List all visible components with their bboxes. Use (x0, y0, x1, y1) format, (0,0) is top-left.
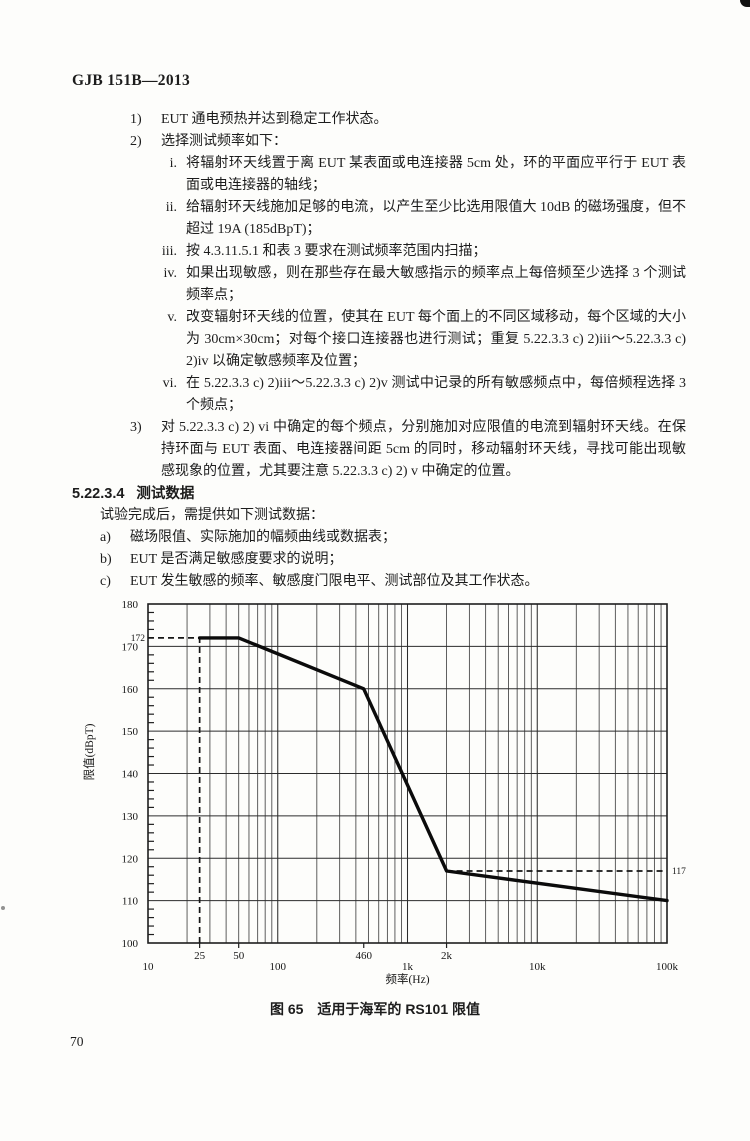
svg-text:130: 130 (122, 811, 139, 823)
list-text: 给辐射环天线施加足够的电流，以产生至少比选用限值大 10dB 的磁场强度，但不超… (186, 200, 686, 237)
standard-number-header: GJB 151B—2013 (72, 72, 191, 89)
svg-text:10k: 10k (529, 961, 546, 973)
figure-caption: 图 65 适用于海军的 RS101 限值 (269, 1001, 481, 1017)
list-marker: v. (167, 310, 177, 325)
rs101-limit-chart: 100 110 120 130 140 150 160 170 180 10 25 50 100 460 1… (0, 592, 750, 992)
list-item: a) 磁场限值、实际施加的幅频曲线或数据表； (72, 527, 686, 549)
list-marker: i. (169, 156, 177, 171)
list-item: c) EUT 发生敏感的频率、敏感度门限电平、测试部位及其工作状态。 (72, 571, 686, 593)
svg-text:限值(dBpT): 限值(dBpT) (83, 723, 96, 780)
list-item: 3) 对 5.22.3.3 c) 2) vi 中确定的每个频点，分别施加对应限值… (72, 417, 686, 483)
list-marker: a) (100, 530, 111, 545)
svg-text:100k: 100k (656, 961, 679, 973)
svg-text:110: 110 (122, 896, 139, 908)
list-marker: iv. (163, 266, 177, 281)
svg-text:140: 140 (122, 769, 139, 781)
svg-text:117: 117 (672, 867, 686, 877)
intro-paragraph: 试验完成后，需提供如下测试数据： (100, 508, 324, 523)
chart-svg: 100 110 120 130 140 150 160 170 180 10 25 50 100 460 1… (83, 599, 686, 986)
list-item: 1) EUT 通电预热并达到稳定工作状态。 (72, 109, 686, 131)
svg-text:172: 172 (131, 634, 146, 644)
body-text-block: 1) EUT 通电预热并达到稳定工作状态。 2) 选择测试频率如下： i. 将辐… (72, 109, 686, 593)
svg-text:50: 50 (233, 950, 245, 962)
list-item: v. 改变辐射环天线的位置，使其在 EUT 每个面上的不同区域移动，每个区域的大… (72, 307, 686, 373)
list-text: 选择测试频率如下： (161, 134, 287, 149)
svg-text:460: 460 (355, 950, 372, 962)
list-text: EUT 通电预热并达到稳定工作状态。 (161, 112, 388, 127)
list-marker: 3) (130, 420, 142, 435)
chart-plot-border (147, 603, 668, 944)
section-heading: 5.22.3.4 测试数据 (72, 483, 686, 505)
svg-text:180: 180 (122, 599, 139, 611)
list-marker: vi. (162, 376, 177, 391)
svg-text:2k: 2k (441, 950, 453, 962)
list-item: 2) 选择测试频率如下： (72, 131, 686, 153)
list-marker: 2) (130, 134, 142, 149)
svg-text:150: 150 (122, 726, 139, 738)
svg-text:100: 100 (122, 938, 139, 950)
svg-text:1k: 1k (402, 961, 414, 973)
scan-corner-mark (740, 0, 750, 7)
list-item: vi. 在 5.22.3.3 c) 2)iii～5.22.3.3 c) 2)v … (72, 373, 686, 417)
svg-text:120: 120 (122, 853, 139, 865)
list-item: b) EUT 是否满足敏感度要求的说明； (72, 549, 686, 571)
list-item: iv. 如果出现敏感，则在那些存在最大敏感指示的频率点上每倍频至少选择 3 个测… (72, 263, 686, 307)
list-text: 对 5.22.3.3 c) 2) vi 中确定的每个频点，分别施加对应限值的电流… (161, 420, 686, 479)
list-text: 将辐射环天线置于离 EUT 某表面或电连接器 5cm 处，环的平面应平行于 EU… (186, 156, 686, 193)
list-marker: iii. (161, 244, 177, 259)
list-text: 改变辐射环天线的位置，使其在 EUT 每个面上的不同区域移动，每个区域的大小为 … (186, 310, 686, 369)
section-title: 测试数据 (136, 486, 195, 502)
list-marker: ii. (165, 200, 177, 215)
chart-grid (148, 604, 667, 943)
list-text: EUT 是否满足敏感度要求的说明； (130, 552, 343, 567)
limit-curve (197, 636, 669, 903)
page-number: 70 (70, 1034, 84, 1049)
chart-axis-labels: 100 110 120 130 140 150 160 170 180 10 25 50 100 460 1… (83, 599, 679, 986)
list-item: iii. 按 4.3.11.5.1 和表 3 要求在测试频率范围内扫描； (72, 241, 686, 263)
list-text: 在 5.22.3.3 c) 2)iii～5.22.3.3 c) 2)v 测试中记… (186, 376, 686, 413)
svg-text:100: 100 (270, 961, 287, 973)
list-marker: c) (100, 574, 111, 589)
list-text: 按 4.3.11.5.1 和表 3 要求在测试频率范围内扫描； (186, 244, 487, 259)
svg-text:170: 170 (122, 641, 139, 653)
svg-text:频率(Hz): 频率(Hz) (385, 972, 429, 986)
section-number: 5.22.3.4 (72, 486, 125, 502)
list-text: 磁场限值、实际施加的幅频曲线或数据表； (130, 530, 396, 545)
chart-annotations: 172 117 (131, 634, 686, 943)
list-marker: b) (100, 552, 112, 567)
list-item: i. 将辐射环天线置于离 EUT 某表面或电连接器 5cm 处，环的平面应平行于… (72, 153, 686, 197)
list-text: 如果出现敏感，则在那些存在最大敏感指示的频率点上每倍频至少选择 3 个测试频率点… (186, 266, 686, 303)
list-item: ii. 给辐射环天线施加足够的电流，以产生至少比选用限值大 10dB 的磁场强度… (72, 197, 686, 241)
svg-text:160: 160 (122, 684, 139, 696)
scan-speck (1, 906, 5, 910)
list-marker: 1) (130, 112, 142, 127)
svg-text:25: 25 (194, 950, 206, 962)
svg-text:10: 10 (143, 961, 155, 973)
list-text: EUT 发生敏感的频率、敏感度门限电平、测试部位及其工作状态。 (130, 574, 539, 589)
